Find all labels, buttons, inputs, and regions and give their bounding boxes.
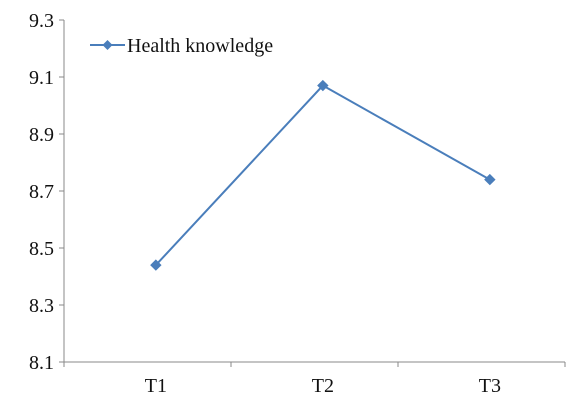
y-tick-label: 9.3 bbox=[29, 10, 54, 32]
series-layer bbox=[150, 79, 496, 271]
data-point bbox=[317, 79, 329, 92]
x-tick-label: T2 bbox=[312, 375, 334, 397]
data-point bbox=[150, 259, 162, 271]
x-tick-label: T3 bbox=[479, 375, 501, 397]
y-tick-label: 8.9 bbox=[29, 124, 54, 146]
x-tick-label: T1 bbox=[145, 375, 167, 397]
legend-marker bbox=[102, 40, 113, 50]
data-point bbox=[484, 173, 496, 186]
legend-label: Health knowledge bbox=[127, 35, 273, 57]
legend: Health knowledge bbox=[90, 35, 273, 57]
y-tick-label: 8.1 bbox=[29, 352, 54, 374]
y-tick-label: 9.1 bbox=[29, 67, 54, 89]
y-tick-label: 8.3 bbox=[29, 295, 54, 317]
axes bbox=[63, 20, 565, 363]
x-axis-ticks: T1 T2 T3 bbox=[63, 362, 566, 397]
y-tick-label: 8.7 bbox=[29, 181, 54, 203]
y-axis-ticks: 8.1 8.3 8.5 8.7 8.9 9.1 9.3 bbox=[29, 10, 64, 374]
y-tick-label: 8.5 bbox=[29, 238, 54, 260]
series-line bbox=[155, 84, 491, 266]
